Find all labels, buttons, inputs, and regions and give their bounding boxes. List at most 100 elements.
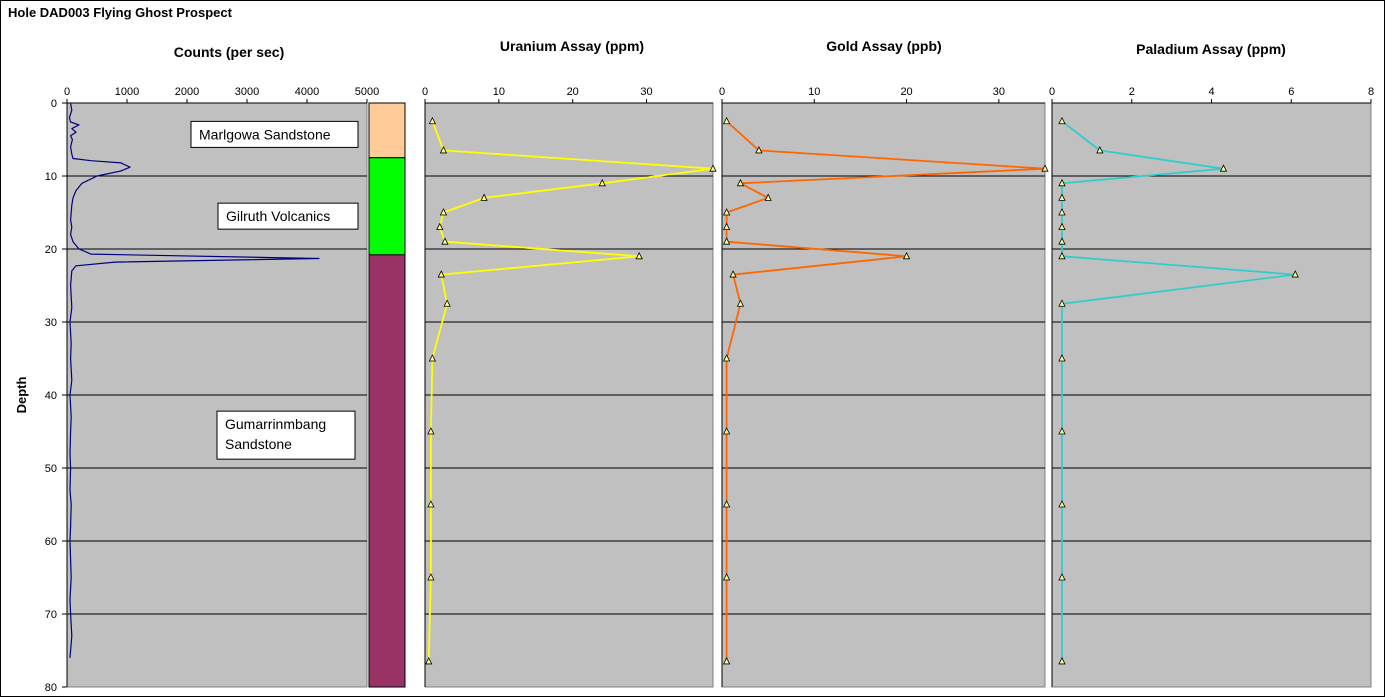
data-point-marker (441, 237, 449, 245)
data-point-marker (437, 270, 445, 278)
data-point-marker (439, 146, 448, 154)
depth-tick-label: 60 (45, 536, 57, 548)
panel-title: Uranium Assay (ppm) (500, 38, 644, 54)
x-tick-label: 8 (1368, 86, 1374, 98)
data-point-marker (722, 116, 731, 125)
data-point-marker (755, 146, 763, 154)
x-tick-label: 2000 (175, 86, 199, 98)
panel-1: 0 1000 2000 3000 4000 5000 Counts (per sec) (64, 44, 379, 688)
lithology-label-text: Gumarrinmbang (225, 416, 326, 432)
data-point-marker (428, 116, 437, 125)
data-point-marker (1058, 657, 1066, 665)
data-point-marker (722, 573, 731, 581)
panel-title: Counts (per sec) (174, 44, 284, 60)
x-tick-label: 30 (640, 86, 652, 98)
lithology-label-box: Gumarrinmbang Sandstone (216, 410, 356, 460)
lithology-label-box: Gilruth Volcanics (217, 202, 359, 230)
data-point-marker (439, 208, 448, 216)
data-point-marker (1058, 208, 1066, 216)
data-point-marker (1058, 299, 1066, 307)
data-point-marker (1058, 500, 1066, 508)
lithology-label-text: Gilruth Volcanics (226, 208, 330, 224)
data-point-marker (722, 354, 731, 362)
lithology-unit (368, 157, 406, 256)
data-point-marker (722, 208, 731, 216)
data-point-marker (722, 657, 731, 665)
x-tick-label: 4000 (295, 86, 319, 98)
hole-title: Hole DAD003 Flying Ghost Prospect (8, 5, 233, 20)
x-tick-label: 2 (1129, 86, 1135, 98)
data-point-marker (427, 427, 435, 435)
panel-4: 0 2 4 6 8 Paladium Assay (ppm) (1049, 41, 1374, 688)
x-tick-label: 0 (719, 86, 725, 98)
data-point-marker (635, 251, 643, 260)
series-line (68, 102, 320, 658)
data-point-marker (1058, 573, 1066, 581)
data-point-marker (480, 193, 488, 201)
data-point-marker (427, 500, 435, 508)
data-point-marker (1096, 146, 1104, 154)
data-point-marker (709, 164, 717, 172)
x-tick-label: 10 (808, 86, 820, 98)
x-tick-label: 0 (1049, 86, 1055, 98)
x-tick-label: 20 (900, 86, 912, 98)
data-point-marker (425, 657, 433, 665)
data-point-marker (1058, 116, 1066, 125)
x-tick-label: 0 (64, 86, 70, 98)
panel-3: 0 10 20 30 Gold Assay (ppb) (719, 38, 1049, 688)
x-tick-label: 3000 (235, 86, 259, 98)
x-tick-label: 4 (1208, 86, 1214, 98)
data-point-marker (1219, 164, 1228, 172)
data-point-marker (1058, 193, 1066, 201)
x-tick-label: 20 (567, 86, 579, 98)
label-box (216, 410, 356, 460)
lithology-unit (368, 254, 406, 688)
data-point-marker (443, 299, 451, 307)
data-point-marker (902, 251, 911, 260)
lithology-label-box: Marlgowa Sandstone (190, 120, 359, 148)
data-point-marker (722, 222, 731, 231)
series-line (427, 120, 714, 662)
data-point-marker (722, 500, 731, 508)
label-box (190, 120, 359, 148)
lithology-label-text: Sandstone (225, 436, 292, 452)
data-point-marker (722, 427, 731, 435)
data-point-marker (428, 354, 437, 362)
panel-title: Paladium Assay (ppm) (1136, 41, 1286, 57)
data-point-marker (1291, 270, 1299, 278)
x-tick-label: 0 (422, 86, 428, 98)
x-tick-label: 10 (493, 86, 505, 98)
depth-tick-label: 30 (45, 317, 57, 329)
depth-tick-label: 70 (45, 609, 57, 621)
data-point-marker (1058, 237, 1066, 245)
depth-tick-label: 0 (51, 98, 57, 110)
label-box (217, 202, 359, 230)
data-point-marker (436, 222, 444, 231)
lithology-column: Marlgowa Sandstone Gilruth Volcanics Gumar… (190, 102, 406, 688)
data-point-marker (1058, 222, 1066, 231)
x-tick-label: 6 (1288, 86, 1294, 98)
lithology-unit (368, 102, 406, 159)
depth-axis-label: Depth (14, 377, 29, 414)
data-point-marker (729, 270, 737, 278)
depth-tick-label: 20 (45, 244, 57, 256)
x-tick-label: 5000 (355, 86, 379, 98)
depth-tick-label: 50 (45, 463, 57, 475)
x-tick-label: 30 (993, 86, 1005, 98)
data-point-marker (736, 178, 745, 187)
panel-title: Gold Assay (ppb) (826, 38, 941, 54)
panel-2: 0 10 20 30 Uranium Assay (ppm) (422, 38, 717, 688)
depth-tick-label: 80 (45, 682, 57, 694)
data-point-marker (598, 178, 606, 187)
series-line (1061, 120, 1297, 662)
x-tick-label: 1000 (115, 86, 139, 98)
depth-tick-label: 10 (45, 171, 57, 183)
lithology-label-text: Marlgowa Sandstone (199, 126, 331, 142)
data-point-marker (736, 299, 745, 307)
series-line (725, 120, 1046, 662)
data-point-marker (1058, 427, 1066, 435)
data-point-marker (1058, 251, 1066, 260)
depth-tick-label: 40 (45, 390, 57, 402)
